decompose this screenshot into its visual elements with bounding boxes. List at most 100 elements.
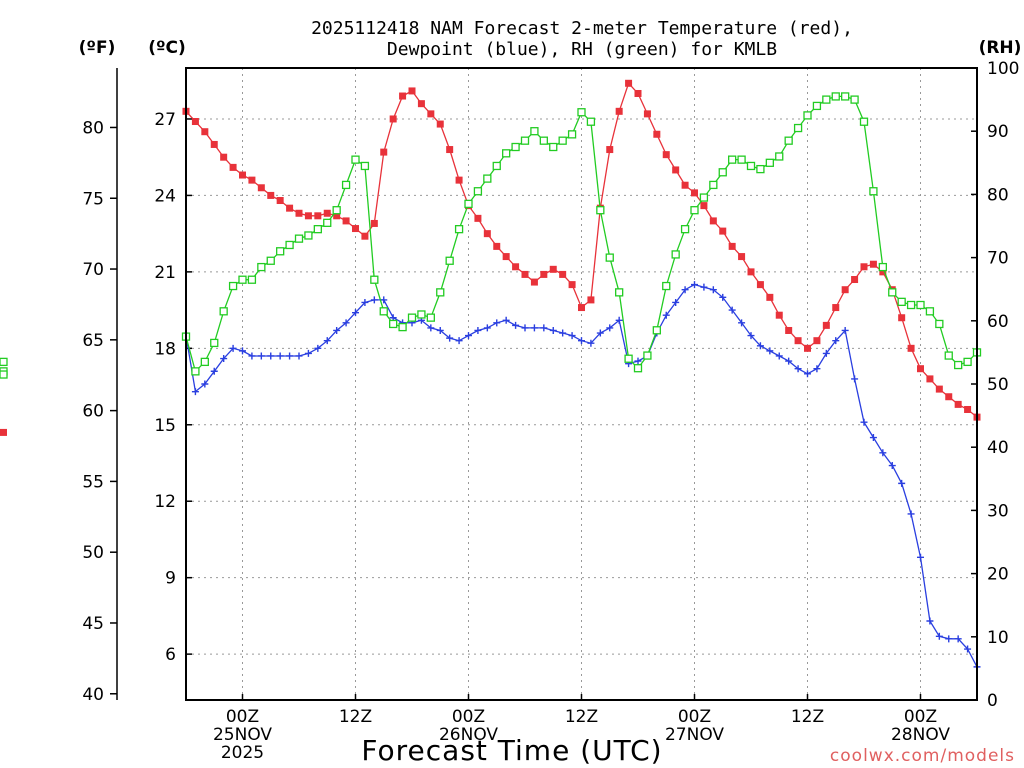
temperature-point <box>822 321 830 329</box>
rh-point <box>454 225 464 234</box>
dewpoint-point <box>672 298 680 306</box>
temperature-point <box>869 260 877 268</box>
rh-point <box>304 231 313 240</box>
rh-point <box>897 297 906 306</box>
rh-point <box>831 92 840 101</box>
dewpoint-point <box>869 434 877 442</box>
dewpoint-point <box>728 306 736 314</box>
rh-point <box>878 262 887 272</box>
x-axis-title: Forecast Time (UTC) <box>361 734 662 767</box>
temperature-point <box>512 263 520 271</box>
rh-point <box>436 288 445 297</box>
temperature-point <box>559 270 567 278</box>
rh-point <box>502 149 511 158</box>
fahrenheit-tick-label: 50 <box>82 543 104 563</box>
time-tick-label: 00Z <box>678 707 711 727</box>
temperature-point <box>851 276 859 284</box>
rh-point <box>351 155 360 164</box>
rh-point <box>728 155 737 164</box>
rh-point <box>662 281 671 291</box>
dewpoint-point <box>257 352 265 360</box>
dewpoint-point <box>530 324 538 332</box>
rh-tick-label: 90 <box>987 122 1009 142</box>
dewpoint-point <box>191 388 199 396</box>
dewpoint-point <box>380 296 388 304</box>
rh-point <box>869 187 878 196</box>
rh-point <box>859 117 869 126</box>
temperature-point <box>917 365 924 373</box>
dewpoint-point <box>851 375 859 383</box>
dewpoint-point <box>304 349 312 357</box>
temperature-point <box>257 184 265 192</box>
temperature-point <box>323 209 331 217</box>
temperature-point <box>766 293 774 301</box>
dewpoint-point <box>709 286 717 294</box>
rh-point <box>191 367 200 376</box>
temperature-point <box>427 110 435 118</box>
dewpoint-point <box>775 352 783 360</box>
celsius-tick-label: 6 <box>165 645 176 665</box>
fahrenheit-unit-label: (ºF) <box>79 38 116 58</box>
rh-point <box>690 206 699 215</box>
rh-point <box>793 123 803 133</box>
temperature-point <box>568 281 576 289</box>
rh-point <box>341 180 351 190</box>
fahrenheit-tick-label: 45 <box>82 614 104 634</box>
fahrenheit-tick-label: 65 <box>82 331 104 351</box>
rh-tick-label: 80 <box>987 185 1009 205</box>
temperature-point <box>662 151 670 159</box>
rh-point <box>812 101 822 111</box>
temperature-point <box>643 110 651 118</box>
rh-point <box>775 152 784 161</box>
rh-point <box>935 319 944 329</box>
rh-point <box>520 136 530 145</box>
dewpoint-point <box>578 337 585 345</box>
dewpoint-point <box>841 326 849 334</box>
rh-point <box>266 256 275 265</box>
temperature-point <box>832 304 840 312</box>
temperature-point <box>455 176 463 184</box>
temperature-point <box>201 128 209 136</box>
temperature-point <box>389 115 397 123</box>
temperature-point <box>738 253 746 261</box>
temperature-point <box>672 166 680 174</box>
dewpoint-point <box>455 337 463 345</box>
dewpoint-point <box>295 352 303 360</box>
rh-point <box>784 136 793 145</box>
dewpoint-point <box>323 337 331 345</box>
dewpoint-point <box>559 329 567 337</box>
grid-lines <box>186 68 977 700</box>
dewpoint-point <box>427 324 435 332</box>
temperature-point <box>898 314 906 322</box>
rh-point <box>285 240 294 250</box>
temperature-point <box>549 265 557 273</box>
temperature-point <box>220 153 228 161</box>
dewpoint-point <box>832 337 840 345</box>
temperature-point <box>775 311 783 319</box>
temperature-point <box>700 202 708 210</box>
dewpoint-point <box>813 365 821 373</box>
rh-tick-label: 10 <box>987 628 1009 648</box>
time-tick-label: 12Z <box>791 707 824 727</box>
dewpoint-point <box>521 324 529 332</box>
temperature-point <box>333 212 341 220</box>
temperature-point <box>813 337 821 345</box>
rh-point <box>652 326 661 335</box>
rh-point <box>737 155 746 164</box>
dewpoint-point <box>549 326 557 334</box>
dewpoint-point <box>587 339 595 347</box>
temperature-point <box>352 225 359 233</box>
chart-title-line1: 2025112418 NAM Forecast 2-meter Temperat… <box>311 18 853 39</box>
temperature-point <box>926 375 934 383</box>
time-tick-label: 00Z <box>452 707 485 727</box>
dewpoint-point <box>474 326 482 334</box>
temperature-point <box>728 242 736 250</box>
temperature-point <box>521 270 529 278</box>
rh-point <box>379 307 388 316</box>
temperature-point <box>530 278 538 286</box>
temperature-line <box>185 82 978 418</box>
temperature-point <box>841 286 849 294</box>
dewpoint-point <box>267 352 275 360</box>
rh-point <box>963 357 972 367</box>
